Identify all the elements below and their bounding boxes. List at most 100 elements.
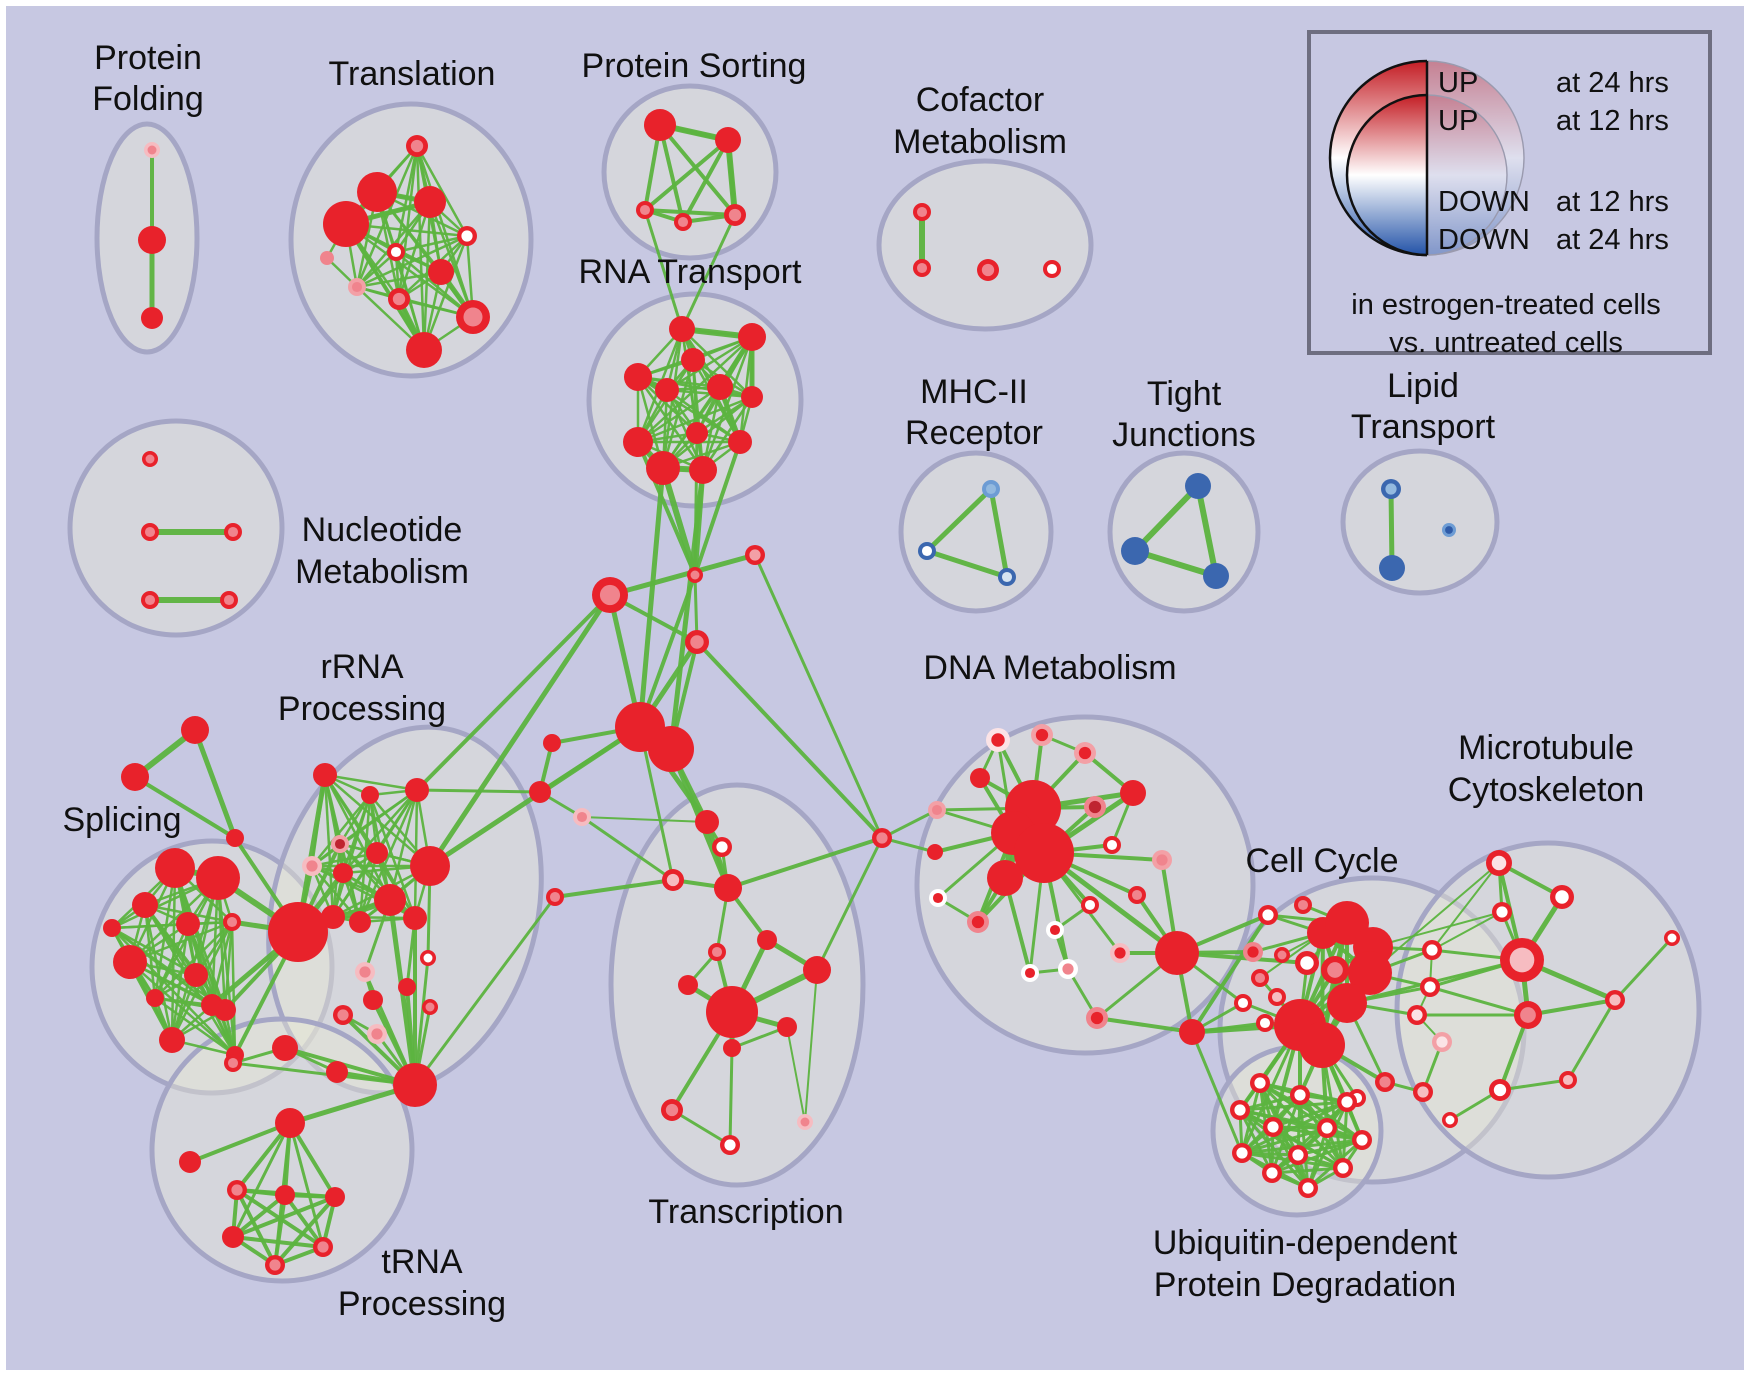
- node-center: [227, 1057, 239, 1069]
- cluster-ellipse-cofactor-metabolism: [876, 158, 1094, 332]
- network-edge: [753, 553, 884, 840]
- node-center: [359, 966, 371, 978]
- node-ring: [681, 348, 705, 372]
- network-node: [655, 378, 679, 402]
- node-center: [1234, 1104, 1246, 1116]
- node-center: [916, 262, 928, 274]
- node-center: [1292, 1149, 1304, 1161]
- node-center: [423, 953, 433, 963]
- node-center: [317, 1241, 329, 1253]
- network-node: [420, 950, 436, 966]
- network-edge: [924, 486, 994, 554]
- node-center: [223, 594, 235, 606]
- cluster-ellipse-trna-processing: [149, 1016, 415, 1284]
- network-edge: [643, 138, 730, 212]
- network-edge: [355, 270, 443, 289]
- node-center: [1520, 1007, 1536, 1023]
- node-center: [1266, 1167, 1278, 1179]
- network-node: [986, 728, 1010, 752]
- node-center: [147, 145, 157, 155]
- network-node: [967, 911, 989, 933]
- network-node: [708, 943, 726, 961]
- node-ring: [374, 884, 406, 916]
- node-ring: [669, 316, 695, 342]
- node-ring: [159, 1027, 185, 1053]
- legend-circle-inner-12hrs-right-outline: [1426, 94, 1508, 256]
- network-node: [302, 856, 322, 876]
- legend-circle-inner-12hrs-left-outline: [1345, 93, 1428, 257]
- network-edge: [553, 878, 675, 899]
- network-node: [1550, 885, 1574, 909]
- network-node: [623, 427, 653, 457]
- node-center: [1156, 854, 1168, 866]
- network-node: [144, 142, 160, 158]
- node-center: [1424, 981, 1436, 993]
- network-node: [275, 1185, 295, 1205]
- network-edge: [660, 465, 698, 578]
- network-edge: [1498, 1078, 1570, 1092]
- network-node: [1014, 823, 1074, 883]
- node-center: [1445, 526, 1453, 534]
- node-center: [690, 570, 700, 580]
- node-ring: [1299, 1022, 1345, 1068]
- node-center: [1294, 1089, 1306, 1101]
- node-center: [981, 263, 995, 277]
- node-center: [971, 915, 985, 929]
- network-node: [428, 259, 454, 285]
- network-node: [176, 912, 200, 936]
- network-node: [1442, 1112, 1458, 1128]
- node-center: [425, 1002, 435, 1012]
- node-ring: [325, 1187, 345, 1207]
- cluster-label-microtubule-cytoskeleton-line2: Cytoskeleton: [1448, 771, 1645, 809]
- node-ring: [738, 323, 766, 351]
- network-node: [1559, 1071, 1577, 1089]
- node-ring: [320, 251, 334, 265]
- node-ring: [927, 844, 943, 860]
- network-node: [1489, 1079, 1511, 1101]
- network-edge: [231, 1195, 337, 1239]
- network-edge: [658, 123, 737, 217]
- network-node: [361, 786, 379, 804]
- network-node: [374, 884, 406, 916]
- network-node: [1514, 1001, 1542, 1029]
- network-edge: [110, 920, 234, 930]
- node-ring: [222, 1226, 244, 1248]
- network-edge: [1566, 998, 1617, 1082]
- network-node: [648, 726, 694, 772]
- node-center: [1426, 944, 1438, 956]
- node-ring: [1185, 473, 1211, 499]
- network-node: [1046, 921, 1064, 939]
- legend-row-1-state: UP: [1438, 67, 1478, 99]
- network-node: [159, 1027, 185, 1053]
- network-node: [695, 810, 719, 834]
- node-center: [1445, 1115, 1455, 1125]
- network-node: [592, 577, 628, 613]
- node-center: [1321, 1122, 1333, 1134]
- network-edge: [188, 1121, 292, 1164]
- network-edge: [170, 922, 190, 1042]
- network-node: [265, 1255, 285, 1275]
- node-ring: [543, 734, 561, 752]
- network-node: [181, 716, 209, 744]
- cluster-label-tight-junctions-line1: Tight: [1147, 375, 1222, 413]
- node-ring: [155, 848, 195, 888]
- node-center: [1262, 909, 1274, 921]
- node-center: [666, 873, 680, 887]
- node-ring: [181, 716, 209, 744]
- network-edge: [815, 836, 884, 972]
- network-node: [661, 1099, 683, 1121]
- network-edge: [607, 552, 758, 598]
- node-center: [690, 635, 704, 649]
- node-center: [1277, 950, 1287, 960]
- network-edge: [1372, 911, 1503, 948]
- network-edge: [344, 222, 475, 319]
- network-node: [686, 422, 708, 444]
- network-node: [1232, 1143, 1252, 1163]
- network-node: [224, 1054, 242, 1072]
- node-center: [1356, 1134, 1368, 1146]
- node-ring: [715, 127, 741, 153]
- network-node: [141, 591, 159, 609]
- network-node: [1152, 850, 1172, 870]
- network-edge: [988, 486, 1010, 580]
- network-node: [662, 869, 684, 891]
